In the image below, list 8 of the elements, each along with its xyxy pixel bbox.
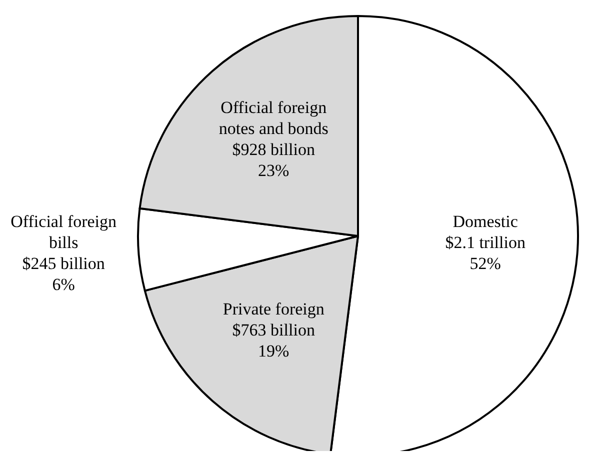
data-label: $763 billion 19% [232,320,316,361]
slice-label: Official foreign bills [10,212,118,252]
data-label: $245 billion 6% [22,254,106,294]
slice-label: Domestic [452,212,518,231]
slice-label: Private foreign [222,300,325,319]
slice-label: Official foreign notes and bonds [218,98,328,138]
data-label: $2.1 trillion 52% [445,232,526,273]
data-label: $928 billion 23% [232,140,316,180]
